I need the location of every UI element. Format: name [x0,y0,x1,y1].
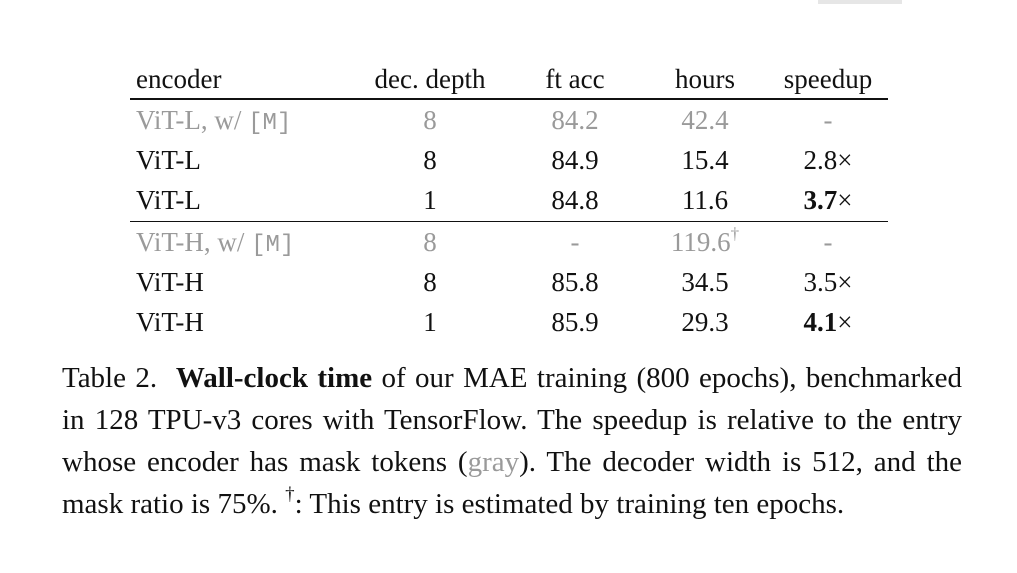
hours-cell: 34.5 [681,267,729,297]
dec-depth-cell: 8 [423,145,437,175]
ft-acc-cell: 84.2 [551,105,599,135]
dec-depth-cell: 8 [423,105,437,135]
times-symbol: × [837,185,853,215]
dagger-mark: † [730,224,740,243]
caption-text-1: of our MAE training (800 epochs), benchm… [62,362,963,478]
caption-dagger-mark: † [285,484,295,505]
speedup-cell: - [823,105,833,135]
mask-token-label: [M] [248,110,292,137]
ft-acc-cell: 84.9 [551,145,599,175]
hours-cell: 119.6† [670,224,740,257]
caption-text-2: ). The decoder width is 512, and the mas… [62,446,962,520]
page-corner-mark [818,0,902,4]
dec-depth-cell: 1 [423,307,437,337]
group-rule [130,221,888,222]
caption-bold-title: Wall-clock time [175,362,373,394]
speedup-cell: 3.7× [803,185,853,215]
dec-depth-cell: 8 [423,227,437,257]
speedup-cell: 2.8× [803,145,853,175]
dec-depth-cell: 8 [423,267,437,297]
results-table: encoder dec. depth ft acc hours speedup … [130,60,888,342]
hours-cell: 15.4 [681,145,729,175]
encoder-cell: ViT-L, w/ [M] [136,105,292,137]
encoder-cell: ViT-L [136,145,201,175]
header-rule [130,98,888,100]
header-dec-depth: dec. depth [374,64,486,94]
encoder-cell: ViT-L [136,185,201,215]
dec-depth-cell: 1 [423,185,437,215]
table-row: ViT-H 8 85.8 34.5 3.5× [130,262,888,302]
caption-label: Table 2. [62,362,158,394]
ft-acc-cell: 85.9 [551,307,599,337]
header-ft-acc: ft acc [545,64,605,94]
encoder-cell: ViT-H, w/ [M] [136,227,295,259]
table-row: ViT-H, w/ [M] 8 - 119.6† - [130,222,888,262]
caption-text-3: : This entry is estimated by training te… [294,488,845,520]
table-row: ViT-L 8 84.9 15.4 2.8× [130,140,888,180]
hours-cell: 42.4 [681,105,729,135]
ft-acc-cell: - [570,227,580,257]
hours-cell: 11.6 [681,185,729,215]
speedup-cell: 3.5× [803,267,853,297]
ft-acc-cell: 84.8 [551,185,599,215]
times-symbol: × [837,267,853,297]
times-symbol: × [837,307,853,337]
ft-acc-cell: 85.8 [551,267,599,297]
mask-token-label: [M] [251,232,295,259]
caption-gray-word: gray [467,446,520,478]
encoder-cell: ViT-H [136,267,204,297]
speedup-cell: - [823,227,833,257]
table-row: ViT-H 1 85.9 29.3 4.1× [130,302,888,342]
header-speedup: speedup [783,64,873,94]
times-symbol: × [837,145,853,175]
table-row: ViT-L 1 84.8 11.6 3.7× [130,180,888,220]
hours-cell: 29.3 [681,307,729,337]
speedup-cell: 4.1× [803,307,853,337]
table-row: ViT-L, w/ [M] 8 84.2 42.4 - [130,100,888,140]
table-caption: Table 2. Wall-clock time of our MAE trai… [62,357,962,525]
header-encoder: encoder [136,64,222,94]
header-hours: hours [675,64,735,94]
encoder-cell: ViT-H [136,307,204,337]
table-header-row: encoder dec. depth ft acc hours speedup [130,60,888,98]
